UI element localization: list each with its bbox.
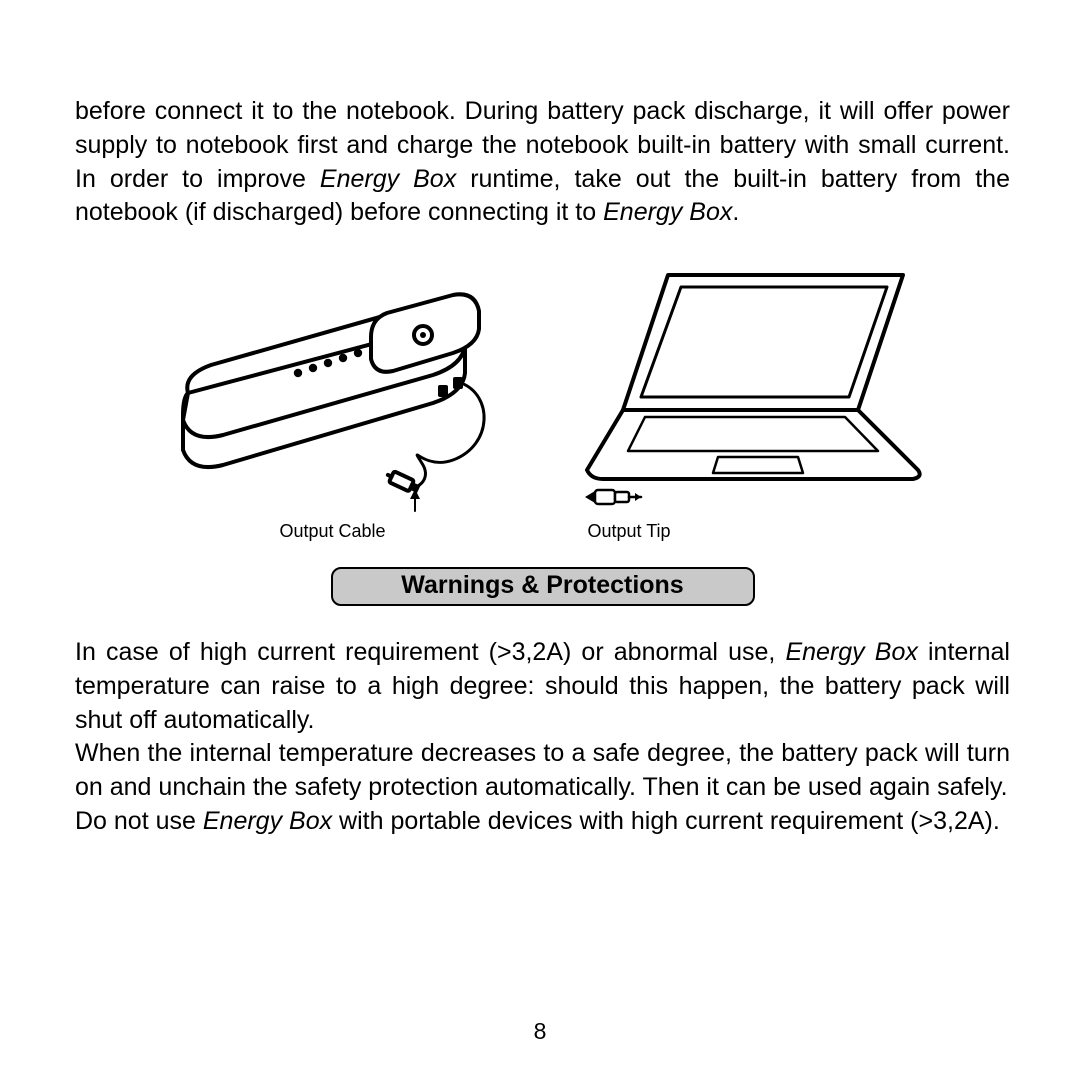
p2-italic-b: Energy Box [785,638,917,666]
warnings-heading: Warnings & Protections [331,567,755,606]
energy-box-icon [153,265,513,515]
p1-italic-b: Energy Box [320,165,456,193]
paragraph-2: In case of high current requirement (>3,… [75,636,1010,737]
p4-text-a: Do not use [75,807,203,835]
p2-text-a: In case of high current requirement (>3,… [75,638,785,666]
paragraph-3: When the internal temperature decreases … [75,737,1010,805]
figure-energy-box: Output Cable [153,265,513,542]
figure-row: Output Cable [75,265,1010,542]
p4-text-c: with portable devices with high current … [332,807,1000,835]
p1-italic-d: Energy Box [603,198,732,226]
p4-italic-b: Energy Box [203,807,332,835]
page-number: 8 [0,1018,1080,1045]
output-cable-caption: Output Cable [279,521,385,542]
laptop-icon [573,265,933,515]
paragraph-4: Do not use Energy Box with portable devi… [75,805,1010,839]
manual-page: before connect it to the notebook. Durin… [0,0,1080,1080]
output-tip-caption: Output Tip [588,521,671,542]
figure-laptop: Output Tip [573,265,933,542]
paragraph-1: before connect it to the notebook. Durin… [75,95,1010,230]
p1-text-e: . [732,198,739,226]
